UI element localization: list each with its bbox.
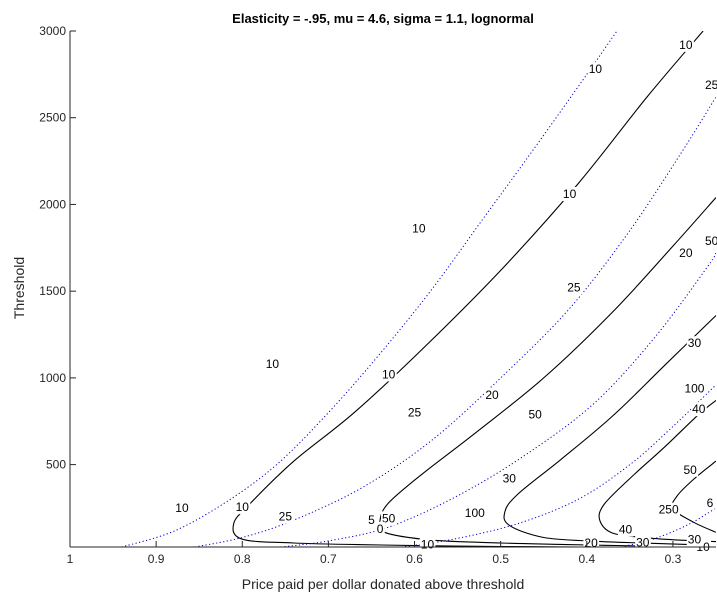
contour-label-1-2: 20 bbox=[679, 246, 693, 260]
contour-label-7-0: 50 bbox=[382, 511, 396, 525]
y-tick-label-2: 1500 bbox=[39, 284, 66, 298]
y-tick-label-1: 1000 bbox=[39, 371, 66, 385]
x-tick-label-2: 0.8 bbox=[234, 552, 251, 566]
contour-label-5-1-bg bbox=[264, 357, 281, 372]
contour-label-2-0: 30 bbox=[636, 535, 650, 549]
x-tick-label-0: 1 bbox=[67, 552, 74, 566]
chart-title: Elasticity = -.95, mu = 4.6, sigma = 1.1… bbox=[232, 11, 534, 26]
x-tick-label-3: 0.7 bbox=[320, 552, 337, 566]
extra-contour-label-1-bg bbox=[686, 532, 703, 547]
extra-contour-label-2-bg bbox=[367, 513, 377, 528]
contour-label-0-3: 10 bbox=[563, 187, 577, 201]
contour-lines bbox=[121, 31, 716, 547]
contour-label-5-2: 10 bbox=[412, 222, 426, 236]
contour-label-6-3-bg bbox=[704, 77, 717, 92]
axes: 1 0.9 0.8 0.7 0.6 0.5 0.4 0.3500100015002000250… bbox=[39, 24, 716, 566]
contour-label-5-3: 10 bbox=[589, 62, 603, 76]
contour-label-5-2-bg bbox=[411, 221, 427, 236]
x-tick-label-6: 0.4 bbox=[578, 552, 595, 566]
contour-label-0-0-bg bbox=[419, 537, 436, 552]
contour-label-6-1-bg bbox=[406, 405, 423, 420]
y-tick-label-4: 2500 bbox=[39, 111, 66, 125]
y-tick-label-0: 500 bbox=[46, 458, 66, 472]
contour-label-3-1: 40 bbox=[692, 402, 706, 416]
contour-label-5-3-bg bbox=[587, 62, 604, 77]
contour-label-5-0-bg bbox=[174, 500, 190, 515]
y-tick-label-3: 2000 bbox=[39, 197, 66, 211]
contour-label-7-1: 50 bbox=[528, 407, 542, 421]
solid-contour-2 bbox=[503, 315, 716, 546]
contour-label-8-0-bg bbox=[463, 506, 487, 521]
contour-label-5-0: 10 bbox=[175, 501, 189, 515]
solid-contour-4 bbox=[671, 460, 716, 533]
contour-label-3-0-bg bbox=[617, 522, 634, 537]
contour-label-1-2-bg bbox=[678, 246, 694, 261]
contour-label-6-1: 25 bbox=[408, 406, 422, 420]
dotted-contour-5 bbox=[121, 31, 618, 547]
contour-label-0-1: 10 bbox=[236, 500, 250, 514]
contour-label-9-0: 250 bbox=[659, 503, 679, 517]
dotted-contour-6 bbox=[194, 96, 716, 547]
contour-labels: 1010101010202020303030404050101010102525… bbox=[174, 37, 717, 554]
extra-contour-label-3-bg bbox=[375, 521, 385, 536]
contour-label-6-2-bg bbox=[566, 280, 582, 295]
solid-contour-0 bbox=[232, 31, 704, 547]
x-tick-label-5: 0.5 bbox=[492, 552, 509, 566]
contour-label-0-4: 10 bbox=[679, 38, 693, 52]
contour-label-0-2: 10 bbox=[382, 367, 396, 381]
solid-contour-3 bbox=[598, 399, 716, 543]
extra-contour-label-2: 5 bbox=[368, 513, 375, 527]
x-tick-label-1: 0.9 bbox=[148, 552, 165, 566]
contour-label-8-0: 100 bbox=[465, 506, 485, 520]
contour-label-2-1: 30 bbox=[503, 471, 517, 485]
contour-label-3-1-bg bbox=[691, 402, 707, 417]
contour-label-0-0: 10 bbox=[421, 537, 435, 551]
contour-label-8-1: 100 bbox=[684, 381, 704, 395]
x-axis-label: Price paid per dollar donated above thre… bbox=[242, 576, 525, 592]
contour-label-0-2-bg bbox=[381, 367, 397, 382]
solid-contour-1 bbox=[378, 197, 716, 547]
contour-label-3-0: 40 bbox=[619, 523, 633, 537]
contour-label-0-4-bg bbox=[678, 37, 694, 52]
contour-label-2-0-bg bbox=[635, 535, 651, 550]
contour-label-6-3: 25 bbox=[705, 78, 717, 92]
x-tick-label-4: 0.6 bbox=[406, 552, 423, 566]
y-axis-label: Threshold bbox=[11, 257, 27, 319]
extra-contour-label-3: 0 bbox=[377, 522, 384, 536]
contour-label-0-3-bg bbox=[561, 187, 578, 202]
extra-contour-label-4: 6 bbox=[707, 496, 714, 510]
contour-label-7-0-bg bbox=[381, 511, 397, 526]
y-tick-label-5: 3000 bbox=[39, 24, 66, 38]
contour-label-6-0-bg bbox=[277, 509, 294, 524]
contour-label-2-2: 30 bbox=[688, 336, 702, 350]
contour-label-0-1-bg bbox=[234, 500, 251, 515]
dotted-contour-8 bbox=[401, 384, 716, 547]
contour-label-1-1: 20 bbox=[485, 388, 499, 402]
contour-label-4-0-bg bbox=[682, 462, 699, 477]
contour-label-4-0: 50 bbox=[683, 463, 697, 477]
contour-label-7-2-bg bbox=[704, 233, 717, 248]
contour-label-7-2: 50 bbox=[705, 234, 717, 248]
contour-label-5-1: 10 bbox=[266, 357, 280, 371]
dotted-contour-7 bbox=[280, 252, 716, 547]
contour-label-9-0-bg bbox=[657, 502, 680, 517]
contour-label-8-1-bg bbox=[683, 381, 706, 396]
extra-contour-label-4-bg bbox=[705, 495, 715, 510]
contour-label-6-0: 25 bbox=[279, 510, 293, 524]
contour-label-2-1-bg bbox=[501, 471, 518, 486]
contour-label-1-1-bg bbox=[484, 388, 501, 403]
x-tick-label-7: 0.3 bbox=[665, 552, 682, 566]
contour-label-7-1-bg bbox=[527, 407, 544, 422]
extra-contour-label-1: 30 bbox=[688, 533, 702, 547]
contour-label-6-2: 25 bbox=[567, 281, 581, 295]
contour-label-2-2-bg bbox=[686, 336, 703, 351]
